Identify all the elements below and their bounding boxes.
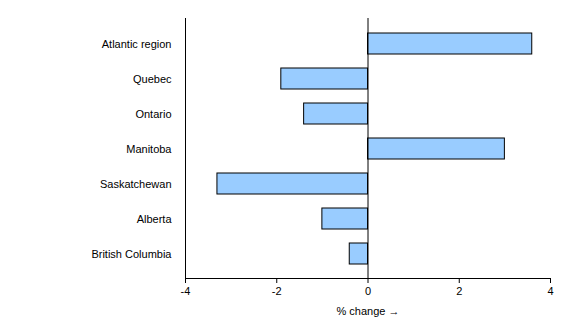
svg-text:2: 2 bbox=[456, 285, 462, 297]
svg-text:-2: -2 bbox=[272, 285, 282, 297]
svg-text:% change →: % change → bbox=[337, 305, 400, 317]
svg-text:Atlantic region: Atlantic region bbox=[102, 38, 172, 50]
svg-text:0: 0 bbox=[365, 285, 371, 297]
svg-text:Ontario: Ontario bbox=[135, 108, 171, 120]
svg-text:British Columbia: British Columbia bbox=[91, 248, 172, 260]
svg-text:-4: -4 bbox=[181, 285, 191, 297]
svg-text:Alberta: Alberta bbox=[137, 213, 173, 225]
svg-text:4: 4 bbox=[547, 285, 553, 297]
svg-text:Saskatchewan: Saskatchewan bbox=[100, 178, 172, 190]
svg-text:Manitoba: Manitoba bbox=[126, 143, 172, 155]
svg-text:Quebec: Quebec bbox=[133, 73, 172, 85]
